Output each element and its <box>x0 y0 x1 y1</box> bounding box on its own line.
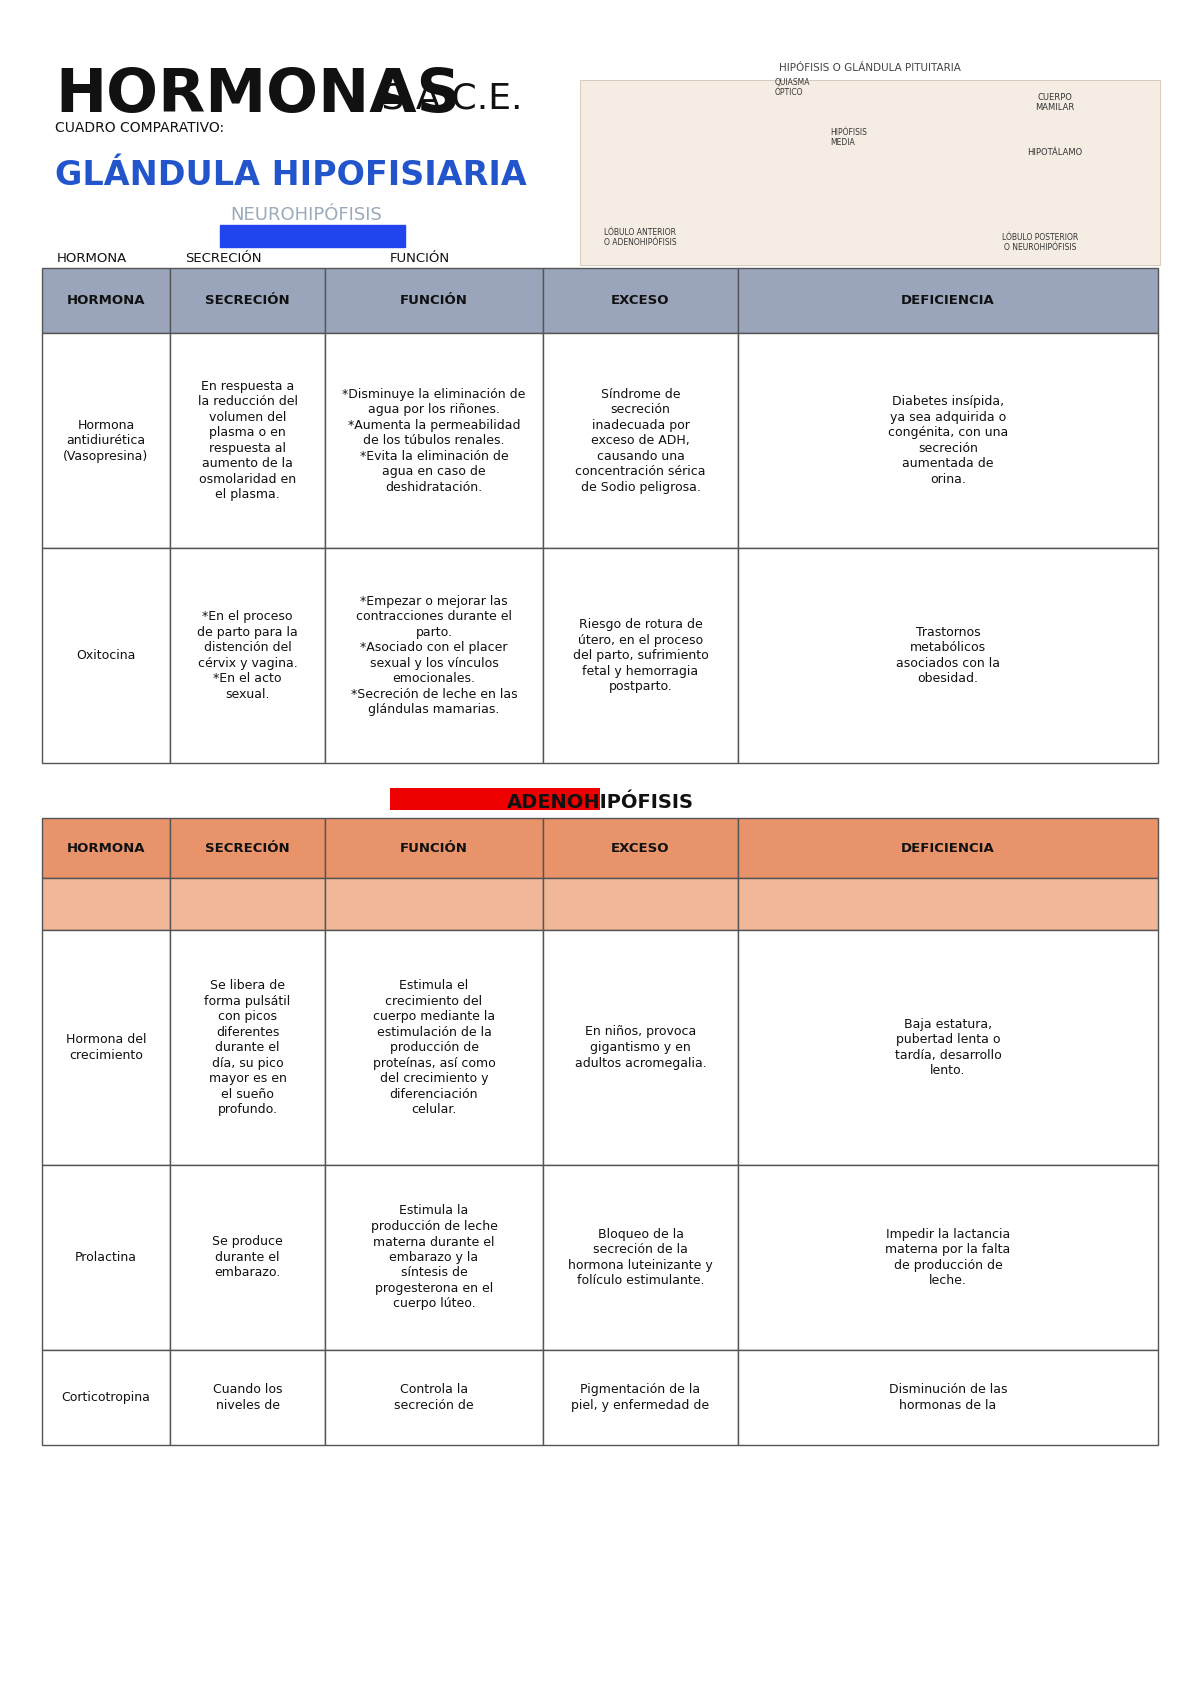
Bar <box>42 878 170 931</box>
Text: Se libera de
forma pulsátil
con picos
diferentes
durante el
día, su pico
mayor e: Se libera de forma pulsátil con picos di… <box>204 980 290 1116</box>
Bar <box>738 1350 1158 1445</box>
Text: Riesgo de rotura de
útero, en el proceso
del parto, sufrimiento
fetal y hemorrag: Riesgo de rotura de útero, en el proceso… <box>572 618 708 693</box>
Bar <box>542 268 738 333</box>
Bar <box>42 548 170 762</box>
Text: ADENOHIPÓFISIS: ADENOHIPÓFISIS <box>506 793 694 812</box>
Bar <box>325 931 542 1165</box>
Bar <box>325 268 542 333</box>
Text: EXCESO: EXCESO <box>611 842 670 854</box>
Bar <box>325 548 542 762</box>
Text: HORMONA: HORMONA <box>67 294 145 307</box>
Bar <box>220 226 406 246</box>
Bar <box>170 1350 325 1445</box>
Text: Estimula la
producción de leche
materna durante el
embarazo y la
síntesis de
pro: Estimula la producción de leche materna … <box>371 1204 498 1311</box>
Bar <box>542 1165 738 1350</box>
Bar <box>738 1165 1158 1350</box>
Text: Oxitocina: Oxitocina <box>77 649 136 662</box>
Bar <box>170 931 325 1165</box>
Text: Trastornos
metabólicos
asociados con la
obesidad.: Trastornos metabólicos asociados con la … <box>896 627 1000 686</box>
Bar <box>325 878 542 931</box>
Text: En respuesta a
la reducción del
volumen del
plasma o en
respuesta al
aumento de : En respuesta a la reducción del volumen … <box>198 380 298 501</box>
Text: QUIASMA
ÓPTICO: QUIASMA ÓPTICO <box>775 78 810 97</box>
Text: DEFICIENCIA: DEFICIENCIA <box>901 842 995 854</box>
Bar <box>170 333 325 548</box>
Bar <box>42 268 170 333</box>
Text: FUNCIÓN: FUNCIÓN <box>400 294 468 307</box>
Text: HIPOTÁLAMO: HIPOTÁLAMO <box>1027 148 1082 156</box>
Text: Pigmentación de la
piel, y enfermedad de: Pigmentación de la piel, y enfermedad de <box>571 1384 709 1411</box>
Text: GLÁNDULA HIPOFISIARIA: GLÁNDULA HIPOFISIARIA <box>55 158 527 192</box>
Text: EXCESO: EXCESO <box>611 294 670 307</box>
Text: Impedir la lactancia
materna por la falta
de producción de
leche.: Impedir la lactancia materna por la falt… <box>886 1228 1010 1287</box>
Bar <box>325 1165 542 1350</box>
Text: FUNCIÓN: FUNCIÓN <box>400 842 468 854</box>
Bar <box>325 333 542 548</box>
Text: *Empezar o mejorar las
contracciones durante el
parto.
*Asociado con el placer
s: *Empezar o mejorar las contracciones dur… <box>350 594 517 717</box>
Bar <box>170 818 325 878</box>
Bar <box>542 878 738 931</box>
Bar <box>738 818 1158 878</box>
Text: HORMONA: HORMONA <box>67 842 145 854</box>
Bar <box>42 818 170 878</box>
Text: *Disminuye la eliminación de
agua por los riñones.
*Aumenta la permeabilidad
de : *Disminuye la eliminación de agua por lo… <box>342 387 526 494</box>
Bar <box>542 931 738 1165</box>
Bar <box>738 268 1158 333</box>
Bar <box>738 878 1158 931</box>
Bar <box>170 548 325 762</box>
Text: HORMONA: HORMONA <box>58 251 127 265</box>
Text: SECRECIÓN: SECRECIÓN <box>205 294 290 307</box>
Bar <box>738 548 1158 762</box>
Text: Corticotropina: Corticotropina <box>61 1391 150 1404</box>
Bar <box>738 333 1158 548</box>
Bar <box>542 548 738 762</box>
Bar <box>542 1350 738 1445</box>
Text: CUERPO
MAMILAR: CUERPO MAMILAR <box>1036 93 1075 112</box>
Text: HIPÓFISIS
MEDIA: HIPÓFISIS MEDIA <box>830 127 866 148</box>
Text: FUNCIÓN: FUNCIÓN <box>390 251 450 265</box>
Text: Hormona
antidiurética
(Vasopresina): Hormona antidiurética (Vasopresina) <box>64 418 149 462</box>
Bar <box>42 333 170 548</box>
Text: HIPÓFISIS O GLÁNDULA PITUITARIA: HIPÓFISIS O GLÁNDULA PITUITARIA <box>779 63 961 73</box>
Bar <box>170 268 325 333</box>
Bar <box>580 80 1160 265</box>
Text: Se produce
durante el
embarazo.: Se produce durante el embarazo. <box>212 1236 283 1280</box>
Text: NEUROHIPÓFISIS: NEUROHIPÓFISIS <box>230 205 382 224</box>
Text: Disminución de las
hormonas de la: Disminución de las hormonas de la <box>889 1384 1007 1411</box>
Text: Prolactina: Prolactina <box>74 1251 137 1263</box>
Bar <box>325 818 542 878</box>
Text: Hormona del
crecimiento: Hormona del crecimiento <box>66 1034 146 1061</box>
Text: Cuando los
niveles de: Cuando los niveles de <box>212 1384 282 1411</box>
Text: CUADRO COMPARATIVO:: CUADRO COMPARATIVO: <box>55 121 224 136</box>
Text: SECRECIÓN: SECRECIÓN <box>205 842 290 854</box>
Text: HORMONAS: HORMONAS <box>55 66 461 124</box>
Bar <box>738 931 1158 1165</box>
Text: Diabetes insípida,
ya sea adquirida o
congénita, con una
secreción
aumentada de
: Diabetes insípida, ya sea adquirida o co… <box>888 396 1008 486</box>
Text: Síndrome de
secreción
inadecuada por
exceso de ADH,
causando una
concentración s: Síndrome de secreción inadecuada por exc… <box>575 387 706 494</box>
Text: Baja estatura,
pubertad lenta o
tardía, desarrollo
lento.: Baja estatura, pubertad lenta o tardía, … <box>895 1017 1001 1077</box>
Text: *En el proceso
de parto para la
distención del
cérvix y vagina.
*En el acto
sexu: *En el proceso de parto para la distenci… <box>197 610 298 701</box>
Text: SECRECIÓN: SECRECIÓN <box>185 251 262 265</box>
Bar <box>542 333 738 548</box>
Text: Estimula el
crecimiento del
cuerpo mediante la
estimulación de la
producción de
: Estimula el crecimiento del cuerpo media… <box>373 980 496 1116</box>
Bar <box>42 931 170 1165</box>
Bar <box>42 1165 170 1350</box>
Text: LÓBULO POSTERIOR
O NEUROHIPÓFISIS: LÓBULO POSTERIOR O NEUROHIPÓFISIS <box>1002 233 1078 251</box>
Bar <box>170 878 325 931</box>
Bar <box>542 818 738 878</box>
Text: LÓBULO ANTERIOR
O ADENOHIPÓFISIS: LÓBULO ANTERIOR O ADENOHIPÓFISIS <box>604 228 677 246</box>
Text: S.A.C.E.: S.A.C.E. <box>370 82 522 115</box>
Text: En niños, provoca
gigantismo y en
adultos acromegalia.: En niños, provoca gigantismo y en adulto… <box>575 1026 707 1070</box>
Bar <box>42 1350 170 1445</box>
Bar <box>170 1165 325 1350</box>
Text: DEFICIENCIA: DEFICIENCIA <box>901 294 995 307</box>
Bar <box>390 788 600 810</box>
Text: Controla la
secreción de: Controla la secreción de <box>394 1384 474 1411</box>
Bar <box>325 1350 542 1445</box>
Text: Bloqueo de la
secreción de la
hormona luteinizante y
folículo estimulante.: Bloqueo de la secreción de la hormona lu… <box>568 1228 713 1287</box>
